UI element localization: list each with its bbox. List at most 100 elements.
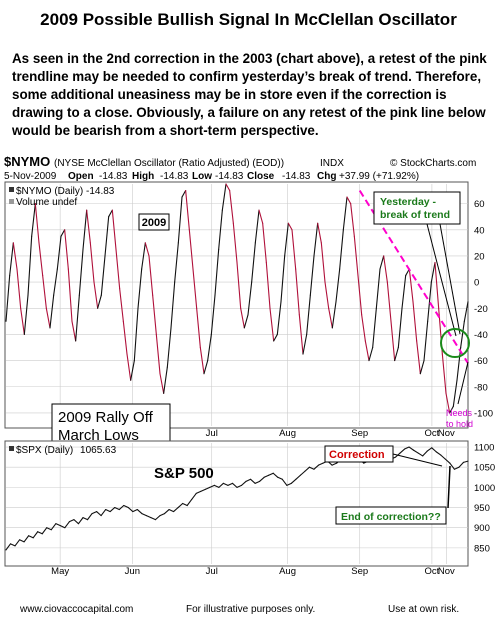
series-segment	[100, 508, 107, 517]
close-label: Close	[247, 171, 275, 182]
series-segment	[141, 242, 146, 270]
x-tick-label: Jun	[125, 566, 140, 577]
oscillator-y-ticks: 60 40 20 0 -20 -40 -60 -80 -100	[474, 199, 493, 419]
series-segment	[231, 482, 238, 488]
series-segment	[73, 519, 80, 525]
series-segment	[463, 301, 469, 322]
series-segment	[9, 543, 16, 547]
series-segment	[236, 261, 242, 309]
series-segment	[31, 203, 36, 237]
high-label: High	[132, 171, 154, 182]
series-segment	[56, 235, 62, 270]
series-segment	[207, 333, 212, 362]
series-segment	[458, 461, 465, 468]
break-circle	[440, 328, 470, 358]
x-tick-label: Nov	[438, 566, 455, 577]
series-segment	[317, 462, 324, 466]
series-segment	[159, 513, 166, 517]
chg-label: Chg	[317, 171, 336, 182]
series-segment	[137, 268, 143, 309]
series-segment	[71, 320, 77, 342]
year-box	[138, 213, 170, 231]
series-segment	[122, 320, 128, 355]
series-segment	[23, 535, 30, 543]
series-segment	[309, 255, 315, 296]
series-segment	[232, 222, 238, 264]
series-segment	[227, 482, 234, 486]
series-segment	[42, 275, 47, 309]
chg-value: +37.99 (+71.92%)	[339, 171, 419, 182]
page-title: 2009 Possible Bullish Signal In McClella…	[40, 10, 457, 29]
series-segment	[426, 447, 433, 452]
y-tick-label: -60	[474, 356, 488, 367]
x-tick-label: Aug	[279, 428, 296, 439]
series-segment	[14, 539, 21, 547]
symbol-fullname: (NYSE McClellan Oscillator (Ratio Adjust…	[54, 158, 284, 169]
volume-legend-swatch	[9, 199, 14, 204]
yesterday-arrow	[426, 223, 457, 337]
y-tick-label: 850	[474, 543, 490, 554]
yesterday-callout	[373, 191, 461, 225]
series-segment	[67, 268, 73, 322]
series-segment	[304, 466, 311, 472]
x-tick-label: Jul	[206, 566, 218, 577]
series-segment	[155, 333, 161, 375]
series-segment	[133, 307, 139, 362]
series-segment	[163, 366, 168, 394]
series-segment	[100, 255, 106, 296]
y-tick-label: 40	[474, 225, 485, 236]
series-segment	[118, 504, 125, 511]
end-correction-callout	[335, 506, 447, 525]
series-segment	[430, 261, 436, 283]
x-tick-label: May	[51, 566, 69, 577]
stockcharts-figure: $NYMO (NYSE McClellan Oscillator (Ratio …	[2, 154, 495, 605]
series-segment	[166, 327, 172, 368]
series-segment	[45, 307, 51, 329]
y-tick-label: -40	[474, 330, 488, 341]
footer-website[interactable]: www.ciovaccocapital.com	[20, 604, 134, 615]
series-segment	[284, 222, 289, 257]
end-correction-label: End of correction??	[341, 511, 441, 523]
footer-note: For illustrative purposes only.	[186, 604, 316, 615]
low-label: Low	[192, 171, 212, 182]
series-segment	[221, 183, 227, 211]
series-segment	[50, 523, 57, 531]
series-segment	[64, 521, 70, 529]
series-segment	[27, 235, 33, 296]
series-segment	[130, 360, 135, 381]
series-segment	[28, 535, 34, 539]
series-segment	[254, 480, 261, 484]
series-segment	[419, 360, 425, 375]
series-segment	[317, 222, 322, 244]
series-segment	[78, 248, 84, 296]
series-segment	[203, 360, 209, 375]
series-segment	[154, 515, 161, 521]
needs-arrow	[457, 361, 469, 405]
series-segment	[5, 543, 12, 551]
x-tick-label: Oct	[425, 566, 440, 577]
series-segment	[399, 448, 406, 454]
series-segment	[251, 242, 256, 283]
series-segment	[265, 261, 271, 309]
series-segment	[97, 294, 102, 309]
open-label: Open	[68, 171, 94, 182]
series-segment	[126, 353, 132, 381]
series-segment	[375, 268, 381, 309]
series-segment	[115, 248, 121, 290]
x-tick-label: Nov	[438, 428, 455, 439]
y-tick-label: -100	[474, 408, 493, 419]
series-segment	[449, 462, 455, 470]
spx-y-ticks: 1100 1050 1000 950 900 850	[474, 443, 495, 555]
series-segment	[159, 373, 165, 394]
series-segment	[200, 488, 206, 492]
series-segment	[401, 275, 407, 309]
series-segment	[460, 320, 465, 349]
series-segment	[416, 340, 421, 375]
series-segment	[104, 216, 110, 257]
series-segment	[291, 229, 297, 270]
series-segment	[397, 307, 403, 349]
series-segment	[313, 464, 320, 470]
x-tick-label: Aug	[279, 566, 296, 577]
series-segment	[456, 346, 462, 381]
